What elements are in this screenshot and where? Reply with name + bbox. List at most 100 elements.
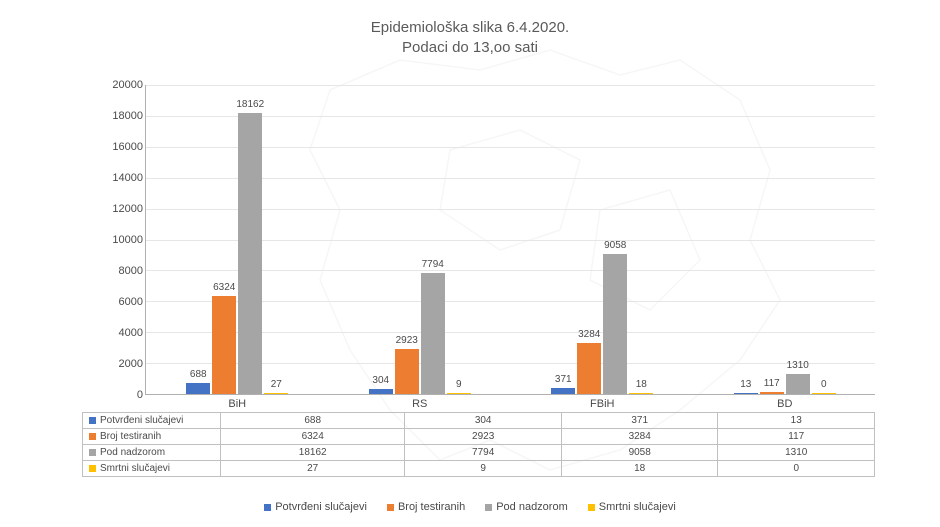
table-row: Potvrđeni slučajevi 68830437113 bbox=[83, 413, 875, 429]
table-row: Smrtni slučajevi 279180 bbox=[83, 461, 875, 477]
chart-area: 0200040006000800010000120001400016000180… bbox=[145, 85, 875, 395]
series-label-cell: Potvrđeni slučajevi bbox=[83, 413, 221, 429]
bar: 27 bbox=[264, 393, 288, 394]
bar-group: 1311713100BD bbox=[694, 85, 877, 394]
bar-value-label: 688 bbox=[190, 369, 207, 380]
bar: 9058 bbox=[603, 254, 627, 394]
table-cell: 9058 bbox=[561, 445, 718, 461]
bar-value-label: 7794 bbox=[422, 259, 444, 270]
legend-swatch bbox=[89, 417, 96, 424]
bar: 1310 bbox=[786, 374, 810, 394]
y-tick: 14000 bbox=[93, 172, 143, 184]
legend-swatch bbox=[89, 465, 96, 472]
bar: 2923 bbox=[395, 349, 419, 394]
category-label: BiH bbox=[228, 398, 246, 410]
bar-value-label: 9 bbox=[456, 379, 462, 390]
bar-value-label: 371 bbox=[555, 374, 572, 385]
bar-value-label: 2923 bbox=[396, 335, 418, 346]
plot-area: 68863241816227BiH304292377949RS371328490… bbox=[145, 85, 875, 395]
table-cell: 1310 bbox=[718, 445, 875, 461]
bar: 18 bbox=[629, 393, 653, 394]
title-line1: Epidemiološka slika 6.4.2020. bbox=[0, 18, 940, 38]
table-cell: 18162 bbox=[221, 445, 405, 461]
bar-value-label: 6324 bbox=[213, 282, 235, 293]
table-cell: 2923 bbox=[405, 429, 562, 445]
legend-label: Pod nadzorom bbox=[496, 501, 568, 513]
bar: 371 bbox=[551, 388, 575, 394]
series-name: Pod nadzorom bbox=[100, 447, 165, 458]
bar-value-label: 18 bbox=[636, 379, 647, 390]
bar: 688 bbox=[186, 383, 210, 394]
category-label: FBiH bbox=[590, 398, 614, 410]
bar-value-label: 18162 bbox=[236, 99, 264, 110]
series-label-cell: Broj testiranih bbox=[83, 429, 221, 445]
y-tick: 10000 bbox=[93, 234, 143, 246]
legend-label: Smrtni slučajevi bbox=[599, 501, 676, 513]
table-cell: 371 bbox=[561, 413, 718, 429]
table-cell: 117 bbox=[718, 429, 875, 445]
data-table: Potvrđeni slučajevi68830437113Broj testi… bbox=[82, 412, 875, 477]
bar: 0 bbox=[812, 393, 836, 394]
bar: 3284 bbox=[577, 343, 601, 394]
bar: 6324 bbox=[212, 296, 236, 394]
series-name: Potvrđeni slučajevi bbox=[100, 415, 183, 426]
bar-value-label: 304 bbox=[372, 375, 389, 386]
title-line2: Podaci do 13,oo sati bbox=[0, 38, 940, 58]
chart-title: Epidemiološka slika 6.4.2020. Podaci do … bbox=[0, 0, 940, 57]
bar: 13 bbox=[734, 393, 758, 394]
table-cell: 304 bbox=[405, 413, 562, 429]
bar: 7794 bbox=[421, 273, 445, 394]
y-tick: 2000 bbox=[93, 358, 143, 370]
series-label-cell: Pod nadzorom bbox=[83, 445, 221, 461]
series-label-cell: Smrtni slučajevi bbox=[83, 461, 221, 477]
bar: 18162 bbox=[238, 113, 262, 395]
bar: 304 bbox=[369, 389, 393, 394]
table-cell: 18 bbox=[561, 461, 718, 477]
table-cell: 7794 bbox=[405, 445, 562, 461]
legend-swatch bbox=[264, 504, 271, 511]
legend-swatch bbox=[387, 504, 394, 511]
y-tick: 20000 bbox=[93, 79, 143, 91]
legend-item: Smrtni slučajevi bbox=[588, 501, 676, 513]
legend: Potvrđeni slučajevi Broj testiranih Pod na… bbox=[0, 501, 940, 513]
series-name: Smrtni slučajevi bbox=[100, 463, 170, 474]
table-row: Pod nadzorom 18162779490581310 bbox=[83, 445, 875, 461]
legend-label: Potvrđeni slučajevi bbox=[275, 501, 367, 513]
table-cell: 6324 bbox=[221, 429, 405, 445]
category-label: RS bbox=[412, 398, 427, 410]
bar-group: 3713284905818FBiH bbox=[511, 85, 694, 394]
table-cell: 688 bbox=[221, 413, 405, 429]
legend-item: Pod nadzorom bbox=[485, 501, 568, 513]
table-cell: 3284 bbox=[561, 429, 718, 445]
bar-value-label: 3284 bbox=[578, 329, 600, 340]
y-tick: 16000 bbox=[93, 141, 143, 153]
y-tick: 8000 bbox=[93, 265, 143, 277]
table-row: Broj testiranih 632429233284117 bbox=[83, 429, 875, 445]
legend-item: Potvrđeni slučajevi bbox=[264, 501, 367, 513]
legend-item: Broj testiranih bbox=[387, 501, 465, 513]
bar-value-label: 1310 bbox=[787, 360, 809, 371]
y-tick: 4000 bbox=[93, 327, 143, 339]
bar-value-label: 13 bbox=[740, 379, 751, 390]
bar-value-label: 9058 bbox=[604, 240, 626, 251]
bar: 9 bbox=[447, 393, 471, 394]
y-axis: 0200040006000800010000120001400016000180… bbox=[93, 85, 143, 395]
table-cell: 27 bbox=[221, 461, 405, 477]
bar-value-label: 117 bbox=[764, 378, 780, 389]
legend-swatch bbox=[89, 433, 96, 440]
legend-swatch bbox=[485, 504, 492, 511]
category-label: BD bbox=[777, 398, 792, 410]
bar-value-label: 0 bbox=[821, 379, 827, 390]
bar-group: 68863241816227BiH bbox=[146, 85, 329, 394]
table-cell: 0 bbox=[718, 461, 875, 477]
bar-group: 304292377949RS bbox=[329, 85, 512, 394]
bar-value-label: 27 bbox=[271, 379, 282, 390]
table-cell: 9 bbox=[405, 461, 562, 477]
series-name: Broj testiranih bbox=[100, 431, 161, 442]
legend-label: Broj testiranih bbox=[398, 501, 465, 513]
y-tick: 12000 bbox=[93, 203, 143, 215]
y-tick: 6000 bbox=[93, 296, 143, 308]
legend-swatch bbox=[89, 449, 96, 456]
legend-swatch bbox=[588, 504, 595, 511]
table-cell: 13 bbox=[718, 413, 875, 429]
